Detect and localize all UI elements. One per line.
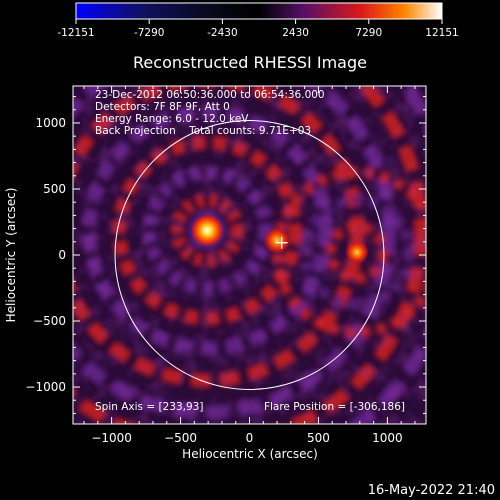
footer-timestamp: 16-May-2022 21:40 [368,483,495,498]
colorbar: -12151 -7290 -2430 2430 7290 12151 [57,2,459,39]
colorbar-tick-label: -7290 [134,27,165,39]
colorbar-tick-label: -12151 [57,27,94,39]
source-1 [191,214,224,247]
colorbar-tick-label: 12151 [425,27,458,39]
colorbar-tick-label: 7290 [355,27,382,39]
spin-axis-marker [275,236,288,249]
x-tick-label: 0 [246,431,254,445]
info-time-range: 23-Dec-2012 06:50:36.000 to 06:54:36.000 [95,89,325,101]
x-tick-label: 500 [307,431,330,445]
x-tick-label: −500 [164,431,197,445]
flare-position-label: Flare Position = [-306,186] [264,401,405,413]
chart-title: Reconstructed RHESSI Image [133,53,367,72]
x-tick-label: 1000 [372,431,403,445]
source-3 [345,240,370,265]
y-tick-label: 0 [58,248,66,262]
image-area [73,86,426,424]
spin-axis-label: Spin Axis = [233,93] [95,401,203,413]
colorbar-gradient [75,2,443,20]
x-tick-label: −1000 [91,431,132,445]
y-tick-label: 1000 [35,116,66,130]
colorbar-tick-label: -2430 [207,27,238,39]
info-detectors: Detectors: 7F 8F 9F, Att 0 [95,101,230,113]
y-tick-label: 500 [43,182,66,196]
y-tick-label: −1000 [25,380,66,394]
solar-limb-circle [114,120,385,390]
x-axis-label: Heliocentric X (arcsec) [182,447,318,461]
info-block: 23-Dec-2012 06:50:36.000 to 06:54:36.000… [95,89,325,137]
y-tick-label: −500 [33,314,66,328]
info-energy-range: Energy Range: 6.0 - 12.0 keV [95,113,249,125]
y-axis-label: Heliocentric Y (arcsec) [4,188,18,323]
source-2 [263,227,291,254]
colorbar-tick-label: 2430 [282,27,309,39]
info-method-counts: Back Projection Total counts: 9.71E+03 [95,125,311,137]
